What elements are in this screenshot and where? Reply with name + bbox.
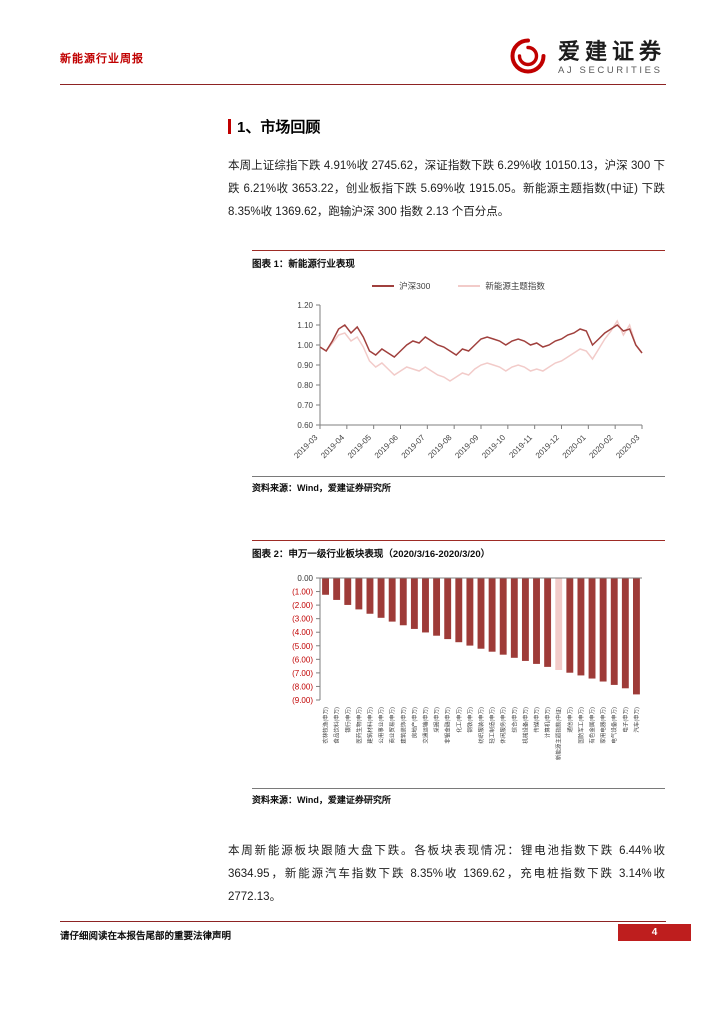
svg-text:汽车(申万): 汽车(申万) xyxy=(632,707,640,733)
footer-divider xyxy=(60,921,666,922)
figure-1-source: 资料来源：Wind，爱建证券研究所 xyxy=(252,476,665,494)
svg-text:(2.00): (2.00) xyxy=(292,601,313,610)
brand-logo-icon xyxy=(507,35,549,82)
svg-text:0.70: 0.70 xyxy=(297,401,313,410)
svg-text:农林牧渔(申万): 农林牧渔(申万) xyxy=(322,707,330,744)
legend-item-hs300: 沪深300 xyxy=(372,280,430,291)
footer-disclaimer: 请仔细阅读在本报告尾部的重要法律声明 xyxy=(60,931,232,942)
svg-text:非银金融(申万): 非银金融(申万) xyxy=(444,707,452,744)
chart-legend: 沪深300 新能源主题指数 xyxy=(252,280,665,291)
svg-text:2020-03: 2020-03 xyxy=(614,433,642,461)
svg-text:钢铁(申万): 钢铁(申万) xyxy=(466,707,474,733)
legend-label: 新能源主题指数 xyxy=(485,280,545,291)
svg-text:0.60: 0.60 xyxy=(297,421,313,430)
paragraph-sector-summary: 本周新能源板块跟随大盘下跌。各板块表现情况：锂电池指数下跌 6.44%收 363… xyxy=(228,845,665,903)
svg-text:国防军工(申万): 国防军工(申万) xyxy=(577,707,585,744)
legend-label: 沪深300 xyxy=(399,280,431,291)
svg-text:交通运输(申万): 交通运输(申万) xyxy=(421,707,429,744)
brand-name-en: AJ SECURITIES xyxy=(557,65,663,76)
svg-text:2019-04: 2019-04 xyxy=(319,433,347,461)
figure-2-caption: 图表 2：申万一级行业板块表现（2020/3/16-2020/3/20） xyxy=(252,540,665,560)
svg-text:纺织服装(申万): 纺织服装(申万) xyxy=(477,707,485,744)
svg-text:1.10: 1.10 xyxy=(297,321,313,330)
svg-text:机械设备(申万): 机械设备(申万) xyxy=(521,707,529,744)
svg-text:(4.00): (4.00) xyxy=(292,628,313,637)
svg-text:0.90: 0.90 xyxy=(297,361,313,370)
svg-text:电气设备(申万): 电气设备(申万) xyxy=(610,707,618,744)
svg-text:房地产(申万): 房地产(申万) xyxy=(410,707,418,738)
svg-text:新能源主题指数(中证): 新能源主题指数(中证) xyxy=(555,707,563,760)
svg-text:食品饮料(申万): 食品饮料(申万) xyxy=(333,707,341,744)
section-title-text: 1、市场回顾 xyxy=(237,119,321,136)
svg-text:2020-01: 2020-01 xyxy=(561,433,589,461)
svg-text:2019-09: 2019-09 xyxy=(453,433,481,461)
svg-text:(6.00): (6.00) xyxy=(292,655,313,664)
svg-text:2019-12: 2019-12 xyxy=(534,433,562,461)
figure-2: 图表 2：申万一级行业板块表现（2020/3/16-2020/3/20） 0.0… xyxy=(252,540,665,806)
svg-text:0.80: 0.80 xyxy=(297,381,313,390)
brand: 爱建证券 AJ SECURITIES xyxy=(507,35,666,82)
figure-1: 图表 1：新能源行业表现 沪深300 新能源主题指数 1.20 1.10 1.00 0… xyxy=(252,250,665,494)
legend-item-new-energy: 新能源主题指数 xyxy=(458,280,545,291)
svg-text:家用电器(申万): 家用电器(申万) xyxy=(599,707,607,744)
svg-text:(9.00): (9.00) xyxy=(292,696,313,705)
report-body: 1、市场回顾 本周上证综指下跌 4.91%收 2745.62，深证指数下跌 6.… xyxy=(228,104,665,909)
svg-text:建筑装饰(申万): 建筑装饰(申万) xyxy=(399,707,407,744)
svg-text:2019-07: 2019-07 xyxy=(400,433,428,461)
svg-text:公用事业(申万): 公用事业(申万) xyxy=(377,707,385,744)
svg-text:轻工制造(申万): 轻工制造(申万) xyxy=(488,707,496,744)
svg-text:2019-03: 2019-03 xyxy=(292,433,320,461)
svg-text:通信(申万): 通信(申万) xyxy=(566,707,574,733)
svg-text:综合(申万): 综合(申万) xyxy=(510,707,518,733)
svg-text:(5.00): (5.00) xyxy=(292,642,313,651)
svg-text:2019-10: 2019-10 xyxy=(480,433,508,461)
svg-text:有色金属(申万): 有色金属(申万) xyxy=(588,707,596,744)
svg-text:医药生物(申万): 医药生物(申万) xyxy=(355,707,363,744)
brand-name: 爱建证券 xyxy=(557,39,666,64)
svg-text:建筑材料(申万): 建筑材料(申万) xyxy=(366,707,374,744)
hs300-line-swatch xyxy=(372,284,395,287)
svg-text:2019-06: 2019-06 xyxy=(373,433,401,461)
new-energy-line-swatch xyxy=(458,284,481,287)
figure-2-source: 资料来源：Wind，爱建证券研究所 xyxy=(252,788,665,806)
section-accent-bar xyxy=(228,119,231,134)
svg-text:电子(申万): 电子(申万) xyxy=(621,707,629,733)
svg-text:商业贸易(申万): 商业贸易(申万) xyxy=(388,707,396,744)
svg-text:(7.00): (7.00) xyxy=(292,669,313,678)
svg-text:0.00: 0.00 xyxy=(297,574,313,583)
svg-text:2019-11: 2019-11 xyxy=(507,433,534,460)
brand-text: 爱建证券 AJ SECURITIES xyxy=(557,39,666,77)
sector-weekly-change-bar-chart: 0.00 (1.00) (2.00) (3.00) (4.00) (5.00) (6.00)… xyxy=(292,574,642,760)
svg-text:(1.00): (1.00) xyxy=(292,588,313,597)
figure-1-caption: 图表 1：新能源行业表现 xyxy=(252,250,665,270)
svg-text:(8.00): (8.00) xyxy=(292,682,313,691)
svg-text:休闲服务(申万): 休闲服务(申万) xyxy=(499,707,507,744)
svg-text:化工(申万): 化工(申万) xyxy=(455,707,463,733)
svg-text:采掘(申万): 采掘(申万) xyxy=(433,707,441,733)
svg-text:银行(申万): 银行(申万) xyxy=(344,707,352,733)
svg-text:(3.00): (3.00) xyxy=(292,615,313,624)
svg-text:1.00: 1.00 xyxy=(297,341,313,350)
svg-text:2019-08: 2019-08 xyxy=(426,433,454,461)
svg-text:2019-05: 2019-05 xyxy=(346,433,374,461)
paragraph-market-summary: 本周上证综指下跌 4.91%收 2745.62，深证指数下跌 6.29%收 10… xyxy=(228,160,665,218)
svg-text:1.20: 1.20 xyxy=(297,301,313,310)
page-number-badge: 4 xyxy=(618,924,691,941)
svg-text:计算机(申万): 计算机(申万) xyxy=(544,707,552,738)
header-divider xyxy=(60,84,666,85)
section-title: 1、市场回顾 xyxy=(228,116,665,137)
report-type-label: 新能源行业周报 xyxy=(60,53,144,65)
page-header: 新能源行业周报 爱建证券 AJ SECURITIES xyxy=(60,34,666,82)
svg-text:传媒(申万): 传媒(申万) xyxy=(533,707,541,733)
svg-text:2020-02: 2020-02 xyxy=(587,433,615,461)
